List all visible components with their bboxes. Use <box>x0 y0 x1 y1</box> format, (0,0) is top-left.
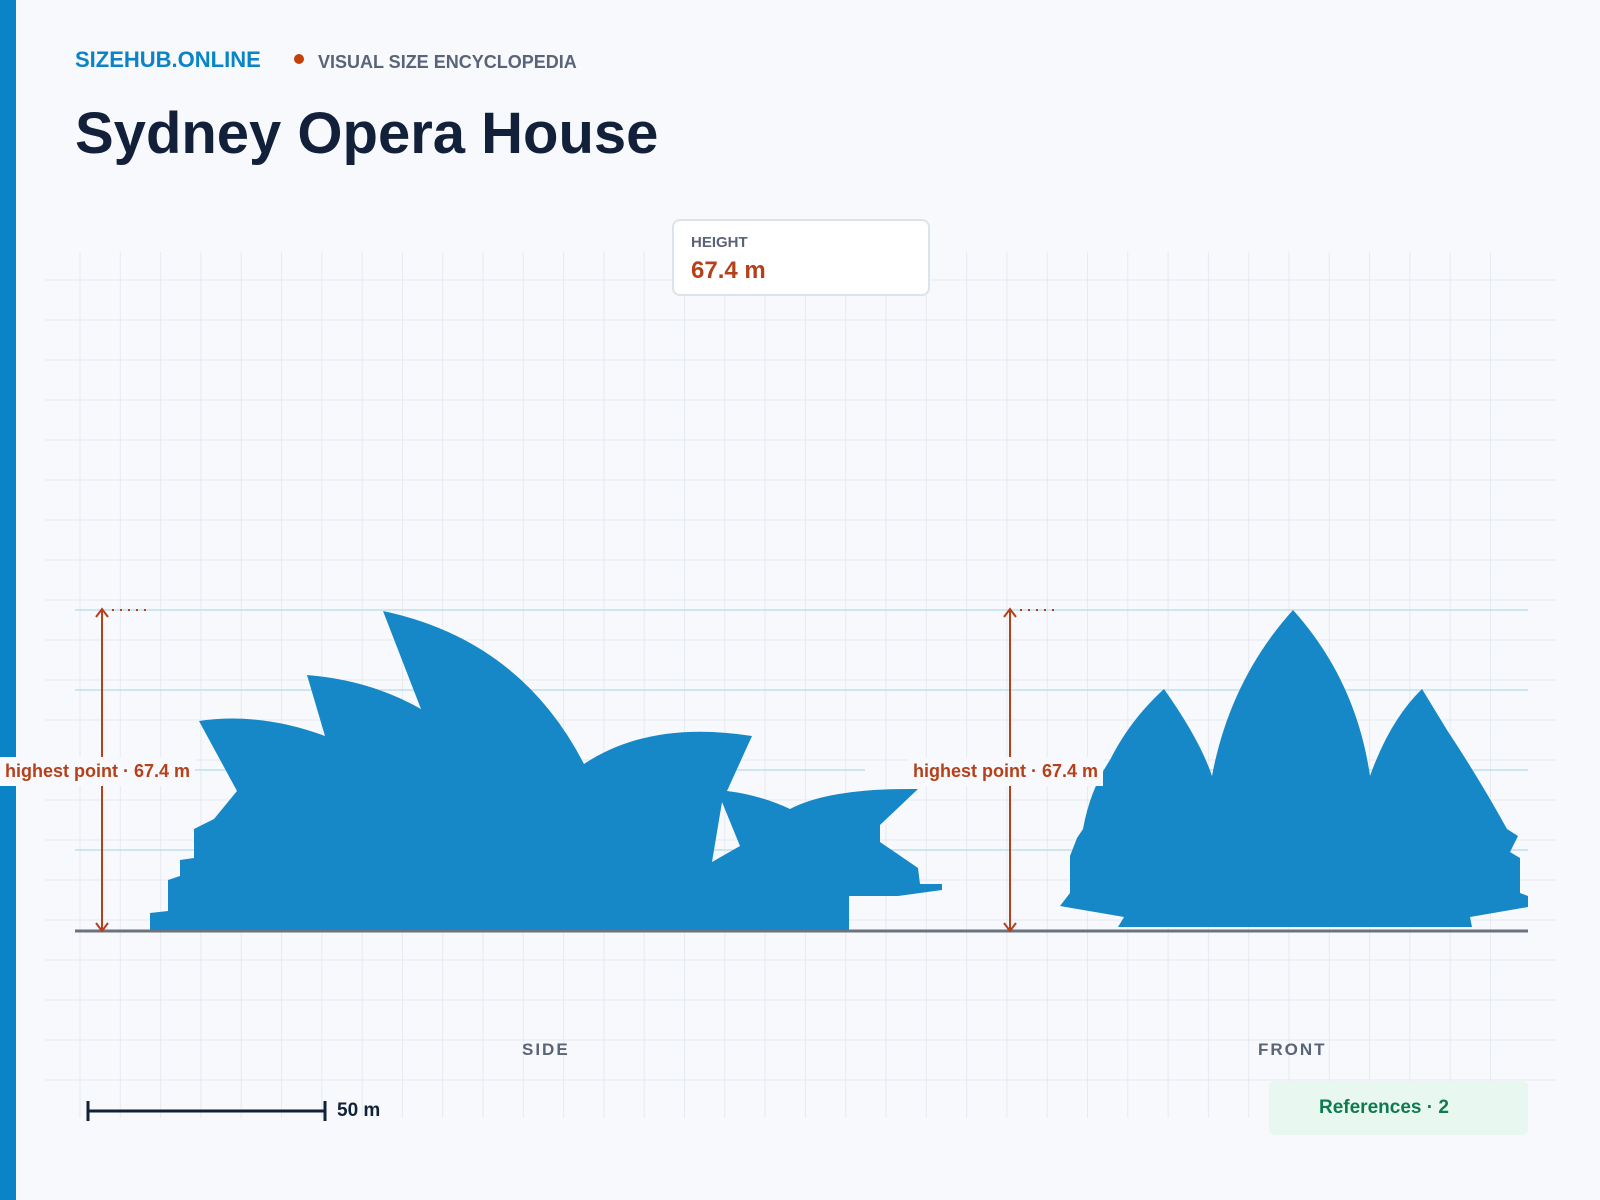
annotation: highest point · 67.4 m <box>908 757 1104 786</box>
side-silhouette <box>150 611 942 931</box>
references-button[interactable]: References · 2 <box>1269 1081 1528 1135</box>
references-label[interactable]: References · 2 <box>1319 1097 1449 1118</box>
brand: SIZEHUB.ONLINE <box>75 47 261 72</box>
title: Sydney Opera House <box>75 101 659 166</box>
height-card: HEIGHT 67.4 m <box>672 219 930 296</box>
height-label: HEIGHT <box>691 234 748 251</box>
scale-label: 50 m <box>337 1100 381 1121</box>
view-label: FRONT <box>1258 1040 1327 1059</box>
front-silhouette <box>1060 610 1528 927</box>
annotation: highest point · 67.4 m <box>0 757 196 786</box>
scale-bar <box>86 1101 327 1121</box>
height-value: 67.4 m <box>691 257 766 284</box>
tagline: VISUAL SIZE ENCYCLOPEDIA <box>318 52 577 72</box>
accent-bar <box>0 0 16 1200</box>
view-label: SIDE <box>522 1040 570 1059</box>
separator-dot <box>294 54 304 64</box>
